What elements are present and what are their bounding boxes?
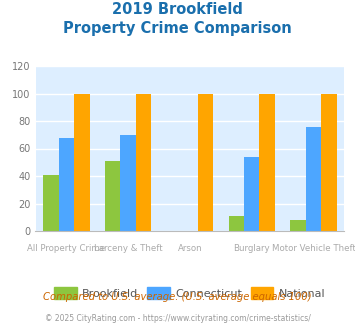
Text: Property Crime Comparison: Property Crime Comparison — [63, 21, 292, 36]
Bar — [120, 135, 136, 231]
Bar — [321, 93, 337, 231]
Text: Arson: Arson — [178, 244, 202, 253]
Bar — [244, 157, 260, 231]
Bar — [74, 93, 89, 231]
Bar — [229, 216, 244, 231]
Text: Compared to U.S. average. (U.S. average equals 100): Compared to U.S. average. (U.S. average … — [43, 292, 312, 302]
Bar — [306, 126, 321, 231]
Bar — [59, 138, 74, 231]
Bar — [290, 220, 306, 231]
Text: 2019 Brookfield: 2019 Brookfield — [112, 2, 243, 16]
Bar — [260, 93, 275, 231]
Text: Motor Vehicle Theft: Motor Vehicle Theft — [272, 244, 355, 253]
Bar — [43, 175, 59, 231]
Text: Burglary: Burglary — [233, 244, 270, 253]
Legend: Brookfield, Connecticut, National: Brookfield, Connecticut, National — [50, 283, 330, 303]
Text: All Property Crime: All Property Crime — [27, 244, 105, 253]
Bar — [136, 93, 151, 231]
Bar — [198, 93, 213, 231]
Text: © 2025 CityRating.com - https://www.cityrating.com/crime-statistics/: © 2025 CityRating.com - https://www.city… — [45, 314, 310, 323]
Text: Larceny & Theft: Larceny & Theft — [94, 244, 163, 253]
Bar — [105, 161, 120, 231]
